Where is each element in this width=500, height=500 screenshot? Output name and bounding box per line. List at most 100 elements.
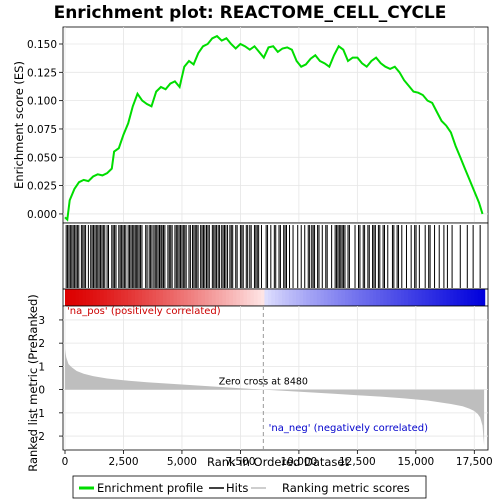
x-tick-label: 5,000	[167, 456, 197, 468]
color-bar-segment	[113, 289, 118, 306]
color-bar-segment	[463, 289, 468, 306]
es-tick-label: 0.025	[27, 181, 57, 193]
color-bar-segment	[194, 289, 199, 306]
color-bar-segment	[379, 289, 384, 306]
color-bar-segment	[264, 289, 269, 306]
metric-panel	[62, 305, 489, 451]
color-bar-segment	[439, 289, 444, 306]
es-tick-label: 0.150	[27, 39, 57, 51]
color-bar-segment	[152, 289, 157, 306]
color-bar-segment	[470, 289, 475, 306]
color-bar-segment	[442, 289, 447, 306]
color-bar-segment	[155, 289, 160, 306]
color-bar-segment	[162, 289, 167, 306]
color-bar-segment	[106, 289, 111, 306]
color-bar-segment	[71, 289, 76, 306]
color-bar-segment	[386, 289, 391, 306]
color-bar-segment	[390, 289, 395, 306]
pos-correlated-label: 'na_pos' (positively correlated)	[67, 306, 221, 317]
color-bar-segment	[316, 289, 321, 306]
hit-markers	[65, 225, 481, 288]
color-bar-segment	[456, 289, 461, 306]
metric-tick-label: -1	[35, 408, 45, 420]
metric-gridlines	[63, 306, 488, 450]
color-bar-segment	[355, 289, 360, 306]
color-bar-segment	[341, 289, 346, 306]
color-bar-segment	[411, 289, 416, 306]
metric-y-axis-label: Ranked list metric (PreRanked)	[26, 294, 40, 472]
color-bar-segment	[274, 289, 279, 306]
color-bar-segment	[285, 289, 290, 306]
color-bar-segment	[183, 289, 188, 306]
color-bar-segment	[166, 289, 171, 306]
color-bar-segment	[369, 289, 374, 306]
color-bar-segment	[474, 289, 479, 306]
color-bar-segment	[288, 289, 293, 306]
color-bar-segment	[124, 289, 129, 306]
color-bar-segment	[295, 289, 300, 306]
color-bar-segment	[187, 289, 192, 306]
x-tick-label: 7,500	[225, 456, 255, 468]
color-bar-segment	[362, 289, 367, 306]
color-bar-segment	[110, 289, 115, 306]
metric-tick-label: 2	[38, 338, 45, 350]
color-bar-segment	[190, 289, 195, 306]
color-bar-segment	[397, 289, 402, 306]
color-bar-segment	[169, 289, 174, 306]
color-bar-segment	[145, 289, 150, 306]
color-bar-segment	[302, 289, 307, 306]
color-bar-segment	[372, 289, 377, 306]
color-bar-segment	[208, 289, 213, 306]
ranking-metric-area	[65, 349, 485, 446]
color-bar-segment	[400, 289, 405, 306]
color-bar-segment	[281, 289, 286, 306]
color-bar-segment	[148, 289, 153, 306]
es-gridlines	[63, 27, 488, 223]
color-bar-segment	[330, 289, 335, 306]
chart-title: Enrichment plot: REACTOME_CELL_CYCLE	[54, 3, 447, 23]
color-bar-segment	[138, 289, 143, 306]
color-bar-segment	[141, 289, 146, 306]
color-bar-segment	[236, 289, 241, 306]
color-bar-segment	[376, 289, 381, 306]
color-bar-segment	[159, 289, 164, 306]
legend-es-label: Enrichment profile	[97, 481, 203, 495]
color-bar-segment	[446, 289, 451, 306]
color-bar-segment	[383, 289, 388, 306]
color-bar-segment	[453, 289, 458, 306]
color-bar-segment	[225, 289, 230, 306]
color-bar-segment	[320, 289, 325, 306]
color-bar-segment	[215, 289, 220, 306]
x-tick-label: 17,500	[456, 456, 493, 468]
color-bar-segment	[414, 289, 419, 306]
color-bar-segment	[173, 289, 178, 306]
color-bar-segment	[292, 289, 297, 306]
color-bar-segment	[246, 289, 251, 306]
legend-hits-label: Hits	[226, 481, 248, 495]
color-bar-segment	[82, 289, 87, 306]
color-bar-segment	[481, 289, 486, 306]
color-bar-segment	[358, 289, 363, 306]
es-tick-label: 0.000	[27, 209, 57, 221]
color-bar-segment	[218, 289, 223, 306]
color-bar-segment	[211, 289, 216, 306]
color-bar-segment	[309, 289, 314, 306]
color-bar-segment	[201, 289, 206, 306]
color-bar-segment	[134, 289, 139, 306]
color-bar-segment	[197, 289, 202, 306]
x-tick-label: 0	[62, 456, 69, 468]
color-bar-segment	[99, 289, 104, 306]
color-bar-segment	[75, 289, 80, 306]
color-bar-segment	[267, 289, 272, 306]
color-bar-segment	[232, 289, 237, 306]
metric-tick-label: 0	[38, 385, 45, 397]
color-bar-segment	[120, 289, 125, 306]
es-tick-label: 0.100	[27, 96, 57, 108]
es-tick-label: 0.050	[27, 152, 57, 164]
legend: Enrichment profile Hits Ranking metric s…	[72, 475, 427, 499]
color-bar-segment	[176, 289, 181, 306]
es-y-ticks: 0.000 0.025 0.050 0.075 0.100 0.125 0.150	[27, 39, 63, 221]
metric-tick-label: 3	[38, 315, 45, 327]
x-tick-label: 2,500	[108, 456, 138, 468]
